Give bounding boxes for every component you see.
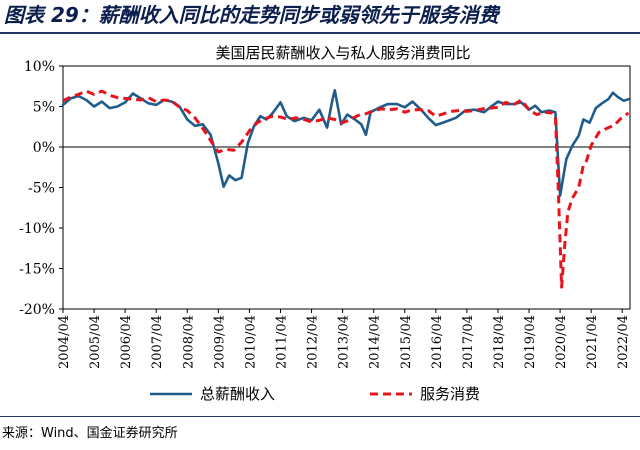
source-divider [0, 416, 640, 417]
x-tick-label: 2020/04 [554, 315, 569, 369]
x-tick-label: 2021/04 [585, 315, 600, 369]
y-tick-label: -20% [19, 302, 55, 318]
x-tick-label: 2018/04 [492, 315, 507, 369]
x-tick-label: 2016/04 [430, 315, 445, 369]
x-tick-label: 2012/04 [306, 315, 321, 369]
plot-area [61, 89, 630, 289]
legend-label-1: 总薪酬收入 [200, 385, 275, 403]
x-tick-label: 2019/04 [523, 315, 538, 369]
legend: 总薪酬收入 服务消费 [150, 385, 480, 403]
y-tick-label: 0% [33, 140, 55, 156]
x-tick-label: 2017/04 [461, 315, 476, 369]
source-note: 来源：Wind、国金证券研究所 [2, 426, 178, 441]
x-tick-label: 2006/04 [119, 315, 134, 369]
y-tick-label: -10% [19, 221, 55, 237]
x-tick-label: 2014/04 [368, 315, 383, 369]
x-tick-label: 2009/04 [212, 315, 227, 369]
axes: 10% 5% 0% -5% -10% -15% -20%2004/04 2005/04 2006… [19, 59, 631, 369]
x-tick-label: 2008/04 [181, 315, 196, 369]
series-line-2 [62, 89, 630, 289]
x-tick-label: 2004/04 [57, 315, 72, 369]
x-tick-label: 2007/04 [150, 315, 165, 369]
y-tick-label: -15% [19, 262, 55, 278]
x-tick-label: 2015/04 [399, 315, 414, 369]
caption-divider [0, 32, 640, 34]
legend-label-2: 服务消费 [420, 385, 480, 403]
x-tick-label: 2010/04 [243, 315, 258, 369]
y-tick-label: -5% [28, 181, 55, 197]
x-tick-label: 2022/04 [616, 315, 631, 369]
figure-caption: 图表 29：薪酬收入同比的走势同步或弱领先于服务消费 [4, 3, 499, 27]
y-tick-label: 5% [33, 100, 55, 116]
series-line-1 [61, 89, 630, 197]
x-tick-label: 2011/04 [274, 315, 289, 369]
line-chart: 美国居民薪酬收入与私人服务消费同比 10% 5% 0% -5% -10% -15% -20%… [19, 44, 631, 403]
chart-title: 美国居民薪酬收入与私人服务消费同比 [215, 44, 470, 62]
x-tick-label: 2013/04 [337, 315, 352, 369]
y-tick-label: 10% [24, 59, 55, 75]
x-tick-label: 2005/04 [88, 315, 103, 369]
